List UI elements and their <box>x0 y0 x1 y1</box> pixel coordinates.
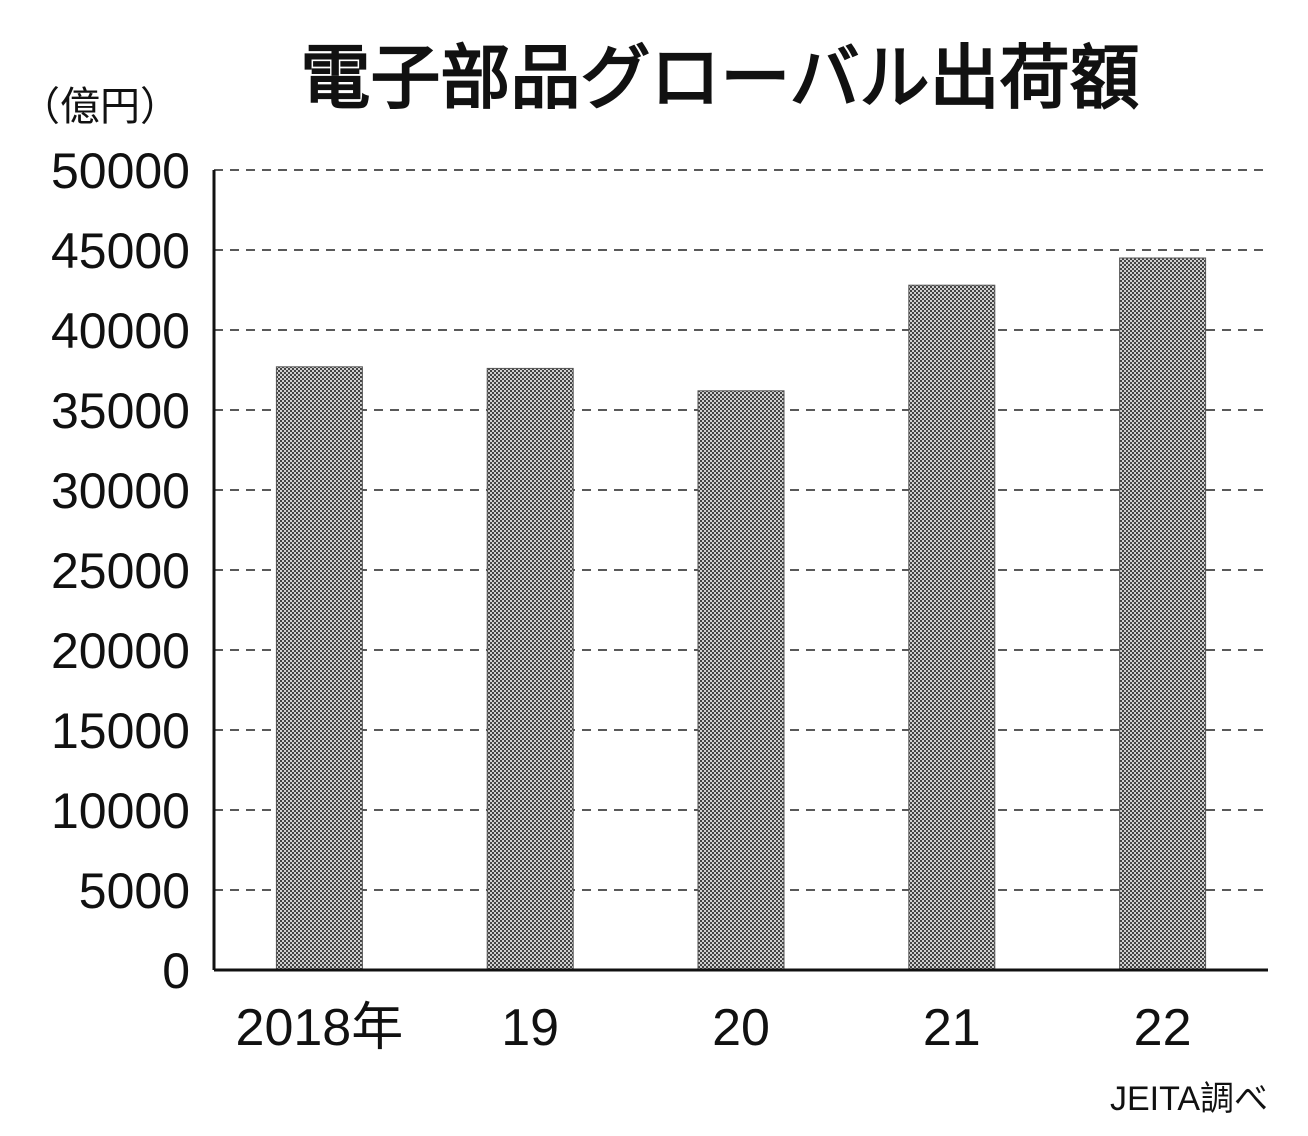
y-tick-label: 15000 <box>51 703 190 759</box>
chart-title: 電子部品グローバル出荷額 <box>300 37 1139 119</box>
x-tick-label: 20 <box>712 999 770 1057</box>
y-axis-unit-label: （億円） <box>20 84 180 130</box>
bar-3 <box>908 284 996 971</box>
y-tick-label: 25000 <box>51 543 190 599</box>
y-tick-label: 30000 <box>51 463 190 519</box>
x-tick-label: 22 <box>1134 999 1192 1057</box>
x-tick-label: 19 <box>501 999 559 1057</box>
y-axis-tick-labels: 0 5000 10000 15000 20000 25000 30000 35000 40000… <box>51 143 190 999</box>
bar-2 <box>697 390 785 971</box>
bar-4 <box>1119 257 1207 971</box>
source-note: JEITA調べ <box>1110 1080 1268 1118</box>
bars <box>275 257 1207 971</box>
bar-1 <box>486 367 574 971</box>
y-tick-label: 45000 <box>51 223 190 279</box>
bar-0 <box>275 366 363 971</box>
y-tick-label: 40000 <box>51 303 190 359</box>
y-tick-label: 20000 <box>51 623 190 679</box>
x-tick-label: 2018年 <box>236 999 404 1057</box>
y-tick-label: 50000 <box>51 143 190 199</box>
x-axis-tick-labels: 2018年 19 20 21 22 <box>236 999 1192 1057</box>
y-tick-label: 35000 <box>51 383 190 439</box>
y-tick-label: 10000 <box>51 783 190 839</box>
x-tick-label: 21 <box>923 999 981 1057</box>
y-tick-label: 0 <box>162 943 190 999</box>
y-tick-label: 5000 <box>79 863 190 919</box>
